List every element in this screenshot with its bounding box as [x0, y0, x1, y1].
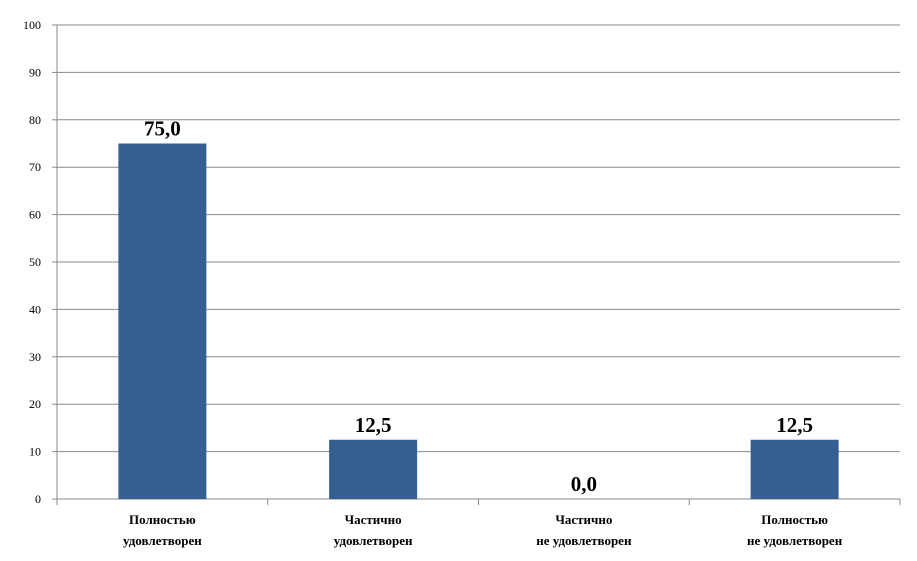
- y-tick-label: 60: [29, 208, 41, 222]
- bar-2: [329, 439, 418, 499]
- y-tick-label: 40: [29, 302, 41, 316]
- y-tick-label: 0: [35, 492, 41, 506]
- x-category-label: удовлетворен: [123, 533, 202, 548]
- y-tick-label: 80: [29, 113, 41, 127]
- y-axis: 0 10 20 30 40 50 60 70 80 90 100: [23, 18, 58, 506]
- data-label-1: 75,0: [144, 117, 181, 141]
- x-category-label: Полностью: [761, 512, 828, 527]
- x-category-label: Частично: [555, 512, 612, 527]
- x-category-label: не удовлетворен: [747, 533, 843, 548]
- y-tick-label: 70: [29, 160, 41, 174]
- y-tick-label: 50: [29, 255, 41, 269]
- y-tick-label: 20: [29, 397, 41, 411]
- data-label-3: 0,0: [571, 472, 597, 496]
- y-tick-label: 30: [29, 350, 41, 364]
- x-category-label: удовлетворен: [334, 533, 413, 548]
- x-category-label: не удовлетворен: [536, 533, 632, 548]
- data-label-4: 12,5: [776, 413, 813, 437]
- x-axis: Полностью удовлетворен Частично удовлетворе…: [56, 498, 901, 548]
- bar-1: [118, 143, 207, 499]
- y-tick-label: 90: [29, 65, 41, 79]
- data-labels: 75,0 12,5 0,0 12,5: [144, 117, 813, 497]
- bar-4: [750, 439, 839, 499]
- y-tick-label: 100: [23, 18, 41, 32]
- x-category-label: Полностью: [129, 512, 196, 527]
- data-label-2: 12,5: [355, 413, 392, 437]
- x-category-label: Частично: [345, 512, 402, 527]
- y-tick-label: 10: [29, 445, 41, 459]
- bars: [118, 143, 839, 499]
